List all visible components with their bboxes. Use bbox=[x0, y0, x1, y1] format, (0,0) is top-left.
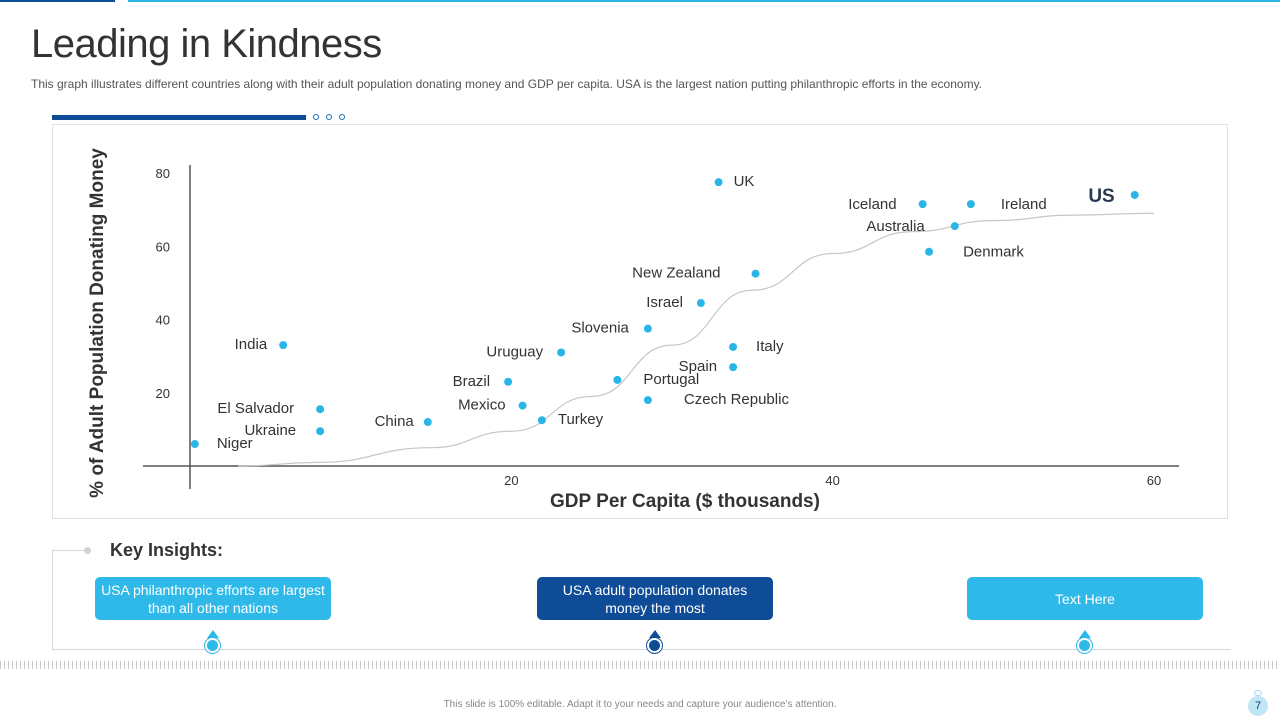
x-tick-label: 20 bbox=[504, 473, 518, 488]
data-point-portugal bbox=[613, 375, 622, 384]
insight-box-3: Text Here bbox=[967, 577, 1203, 620]
data-point-uruguay bbox=[557, 348, 566, 357]
y-tick-label: 60 bbox=[156, 239, 170, 254]
data-point-czech-republic bbox=[643, 396, 652, 405]
point-label-niger: Niger bbox=[217, 435, 253, 452]
data-point-us bbox=[1130, 190, 1139, 199]
decorative-dots bbox=[313, 114, 345, 120]
top-accent-bar-dark bbox=[0, 0, 115, 2]
data-point-uk bbox=[714, 178, 723, 187]
point-label-ireland: Ireland bbox=[1001, 196, 1047, 213]
x-axis-title: GDP Per Capita ($ thousands) bbox=[550, 491, 820, 512]
data-point-turkey bbox=[537, 416, 546, 425]
point-label-uk: UK bbox=[734, 173, 755, 190]
data-point-slovenia bbox=[643, 324, 652, 333]
point-label-brazil: Brazil bbox=[453, 373, 491, 390]
data-point-italy bbox=[729, 342, 738, 351]
data-point-denmark bbox=[925, 247, 934, 256]
insight-pointer-3 bbox=[1079, 630, 1091, 638]
point-label-israel: Israel bbox=[646, 294, 683, 311]
data-point-india bbox=[279, 341, 288, 350]
scatter-chart: 20 40 60 80 20 40 60 GDP Per Capita ($ thousand… bbox=[87, 148, 1179, 512]
point-label-ukraine: Ukraine bbox=[244, 422, 296, 439]
point-label-china: China bbox=[375, 413, 415, 430]
data-point-australia bbox=[950, 222, 959, 231]
insight-pointer-1 bbox=[207, 630, 219, 638]
point-label-spain: Spain bbox=[679, 358, 717, 375]
point-label-iceland: Iceland bbox=[848, 196, 896, 213]
data-point-spain bbox=[729, 363, 738, 372]
top-accent-bar-light bbox=[128, 0, 1280, 2]
data-point-new-zealand bbox=[751, 269, 760, 278]
point-label-mexico: Mexico bbox=[458, 397, 506, 414]
y-tick-label: 20 bbox=[156, 386, 170, 401]
data-point-israel bbox=[696, 299, 705, 308]
data-point-ukraine bbox=[316, 427, 325, 436]
point-label-australia: Australia bbox=[866, 218, 925, 235]
insight-box-2: USA adult population donates money the m… bbox=[537, 577, 773, 620]
point-label-india: India bbox=[235, 336, 268, 353]
insight-marker-3 bbox=[1079, 640, 1090, 651]
y-tick-label: 40 bbox=[156, 313, 170, 328]
data-point-mexico bbox=[518, 401, 527, 410]
data-point-brazil bbox=[504, 377, 513, 386]
y-axis-title: % of Adult Population Donating Money bbox=[87, 148, 108, 498]
insights-title: Key Insights: bbox=[110, 540, 224, 560]
insights-frame-top-line bbox=[52, 550, 86, 551]
footer-note: This slide is 100% editable. Adapt it to… bbox=[443, 699, 837, 710]
point-label-portugal: Portugal bbox=[643, 371, 699, 388]
page-number: 7 bbox=[1248, 696, 1268, 716]
data-point-china bbox=[423, 418, 432, 427]
point-label-us: US bbox=[1088, 186, 1114, 207]
y-tick-label: 80 bbox=[156, 166, 170, 181]
chart-container: 20 40 60 80 20 40 60 GDP Per Capita ($ thousand… bbox=[52, 124, 1228, 519]
slide-title: Leading in Kindness bbox=[31, 22, 382, 66]
insight-marker-1 bbox=[207, 640, 218, 651]
data-point-el-salvador bbox=[316, 405, 325, 414]
slide-subtitle: This graph illustrates different countri… bbox=[31, 77, 983, 91]
point-label-el-salvador: El Salvador bbox=[217, 400, 294, 417]
trendline bbox=[238, 212, 1155, 467]
x-tick-label: 60 bbox=[1147, 473, 1161, 488]
point-label-new-zealand: New Zealand bbox=[632, 265, 720, 282]
data-point-ireland bbox=[966, 200, 975, 209]
insights-frame bbox=[52, 550, 1231, 650]
insight-box-1: USA philanthropic efforts are largest th… bbox=[95, 577, 331, 620]
point-label-slovenia: Slovenia bbox=[571, 320, 629, 337]
insight-marker-2 bbox=[649, 640, 660, 651]
point-label-turkey: Turkey bbox=[558, 411, 604, 428]
decorative-ruler bbox=[0, 661, 1280, 669]
point-label-denmark: Denmark bbox=[963, 244, 1024, 261]
point-label-italy: Italy bbox=[756, 338, 784, 355]
point-label-czech-republic: Czech Republic bbox=[684, 391, 790, 408]
insights-frame-dot bbox=[84, 547, 91, 554]
data-point-niger bbox=[190, 440, 199, 449]
point-label-uruguay: Uruguay bbox=[486, 343, 543, 360]
insight-pointer-2 bbox=[649, 630, 661, 638]
data-point-iceland bbox=[918, 200, 927, 209]
page-number-bubble bbox=[1254, 690, 1262, 696]
section-accent-bar bbox=[52, 115, 306, 120]
x-tick-label: 40 bbox=[825, 473, 839, 488]
